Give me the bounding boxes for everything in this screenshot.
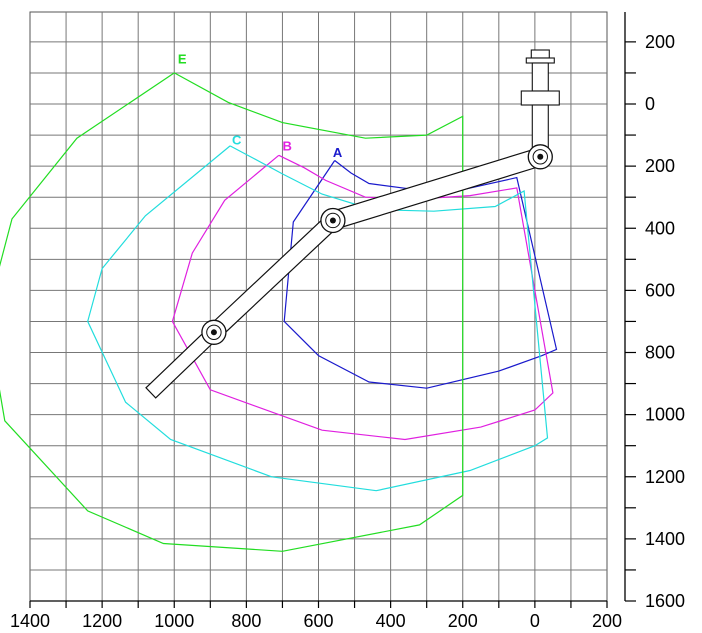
x-tick-label: 1000: [154, 611, 194, 631]
mount-flange: [525, 57, 555, 64]
envelope-e: [0, 72, 464, 552]
wrist-joint-hub: [210, 329, 217, 336]
base-joint-ring: [532, 149, 548, 165]
robot-arm: [145, 49, 560, 399]
x-tick-label: 200: [448, 611, 478, 631]
wrist-joint-ring: [206, 324, 222, 341]
envelope-c: [87, 145, 549, 492]
axes: [29, 12, 636, 608]
y-tick-label: 400: [645, 218, 675, 238]
mount-housing: [520, 90, 560, 106]
mount-shaft: [531, 62, 549, 92]
y-tick-label: 800: [645, 343, 675, 363]
tick-labels: 200 0 200 400 600 800 1000 1200 1400 1600 1400 1200…: [10, 32, 685, 631]
x-tick-label: 600: [303, 611, 333, 631]
y-tick-label: 1200: [645, 467, 685, 487]
mount-cap: [530, 49, 550, 59]
y-tick-label: 1400: [645, 529, 685, 549]
envelope-b: [171, 154, 554, 441]
y-tick-label: 200: [645, 32, 675, 52]
y-tick-label: 200: [645, 156, 675, 176]
y-tick-label: 600: [645, 280, 675, 300]
envelope-label-a: A: [333, 145, 343, 160]
elbow-joint-ring: [325, 212, 341, 229]
envelope-label-e: E: [178, 52, 187, 67]
x-tick-label: 1200: [82, 611, 122, 631]
x-tick-label: 800: [231, 611, 261, 631]
x-tick-label: 0: [530, 611, 540, 631]
base-joint-hub: [537, 153, 544, 160]
x-tick-label: 1400: [10, 611, 50, 631]
envelope-a: [283, 160, 558, 389]
envelope-label-c: C: [232, 132, 242, 147]
x-tick-label: 200: [592, 611, 622, 631]
y-tick-label: 1000: [645, 405, 685, 425]
y-tick-label: 1600: [645, 591, 685, 611]
elbow-joint-hub: [329, 217, 336, 224]
y-tick-label: 0: [645, 94, 655, 114]
grid: [29, 11, 608, 602]
x-tick-label: 400: [376, 611, 406, 631]
envelopes: A B C E: [0, 52, 558, 552]
envelope-label-b: B: [282, 139, 291, 154]
